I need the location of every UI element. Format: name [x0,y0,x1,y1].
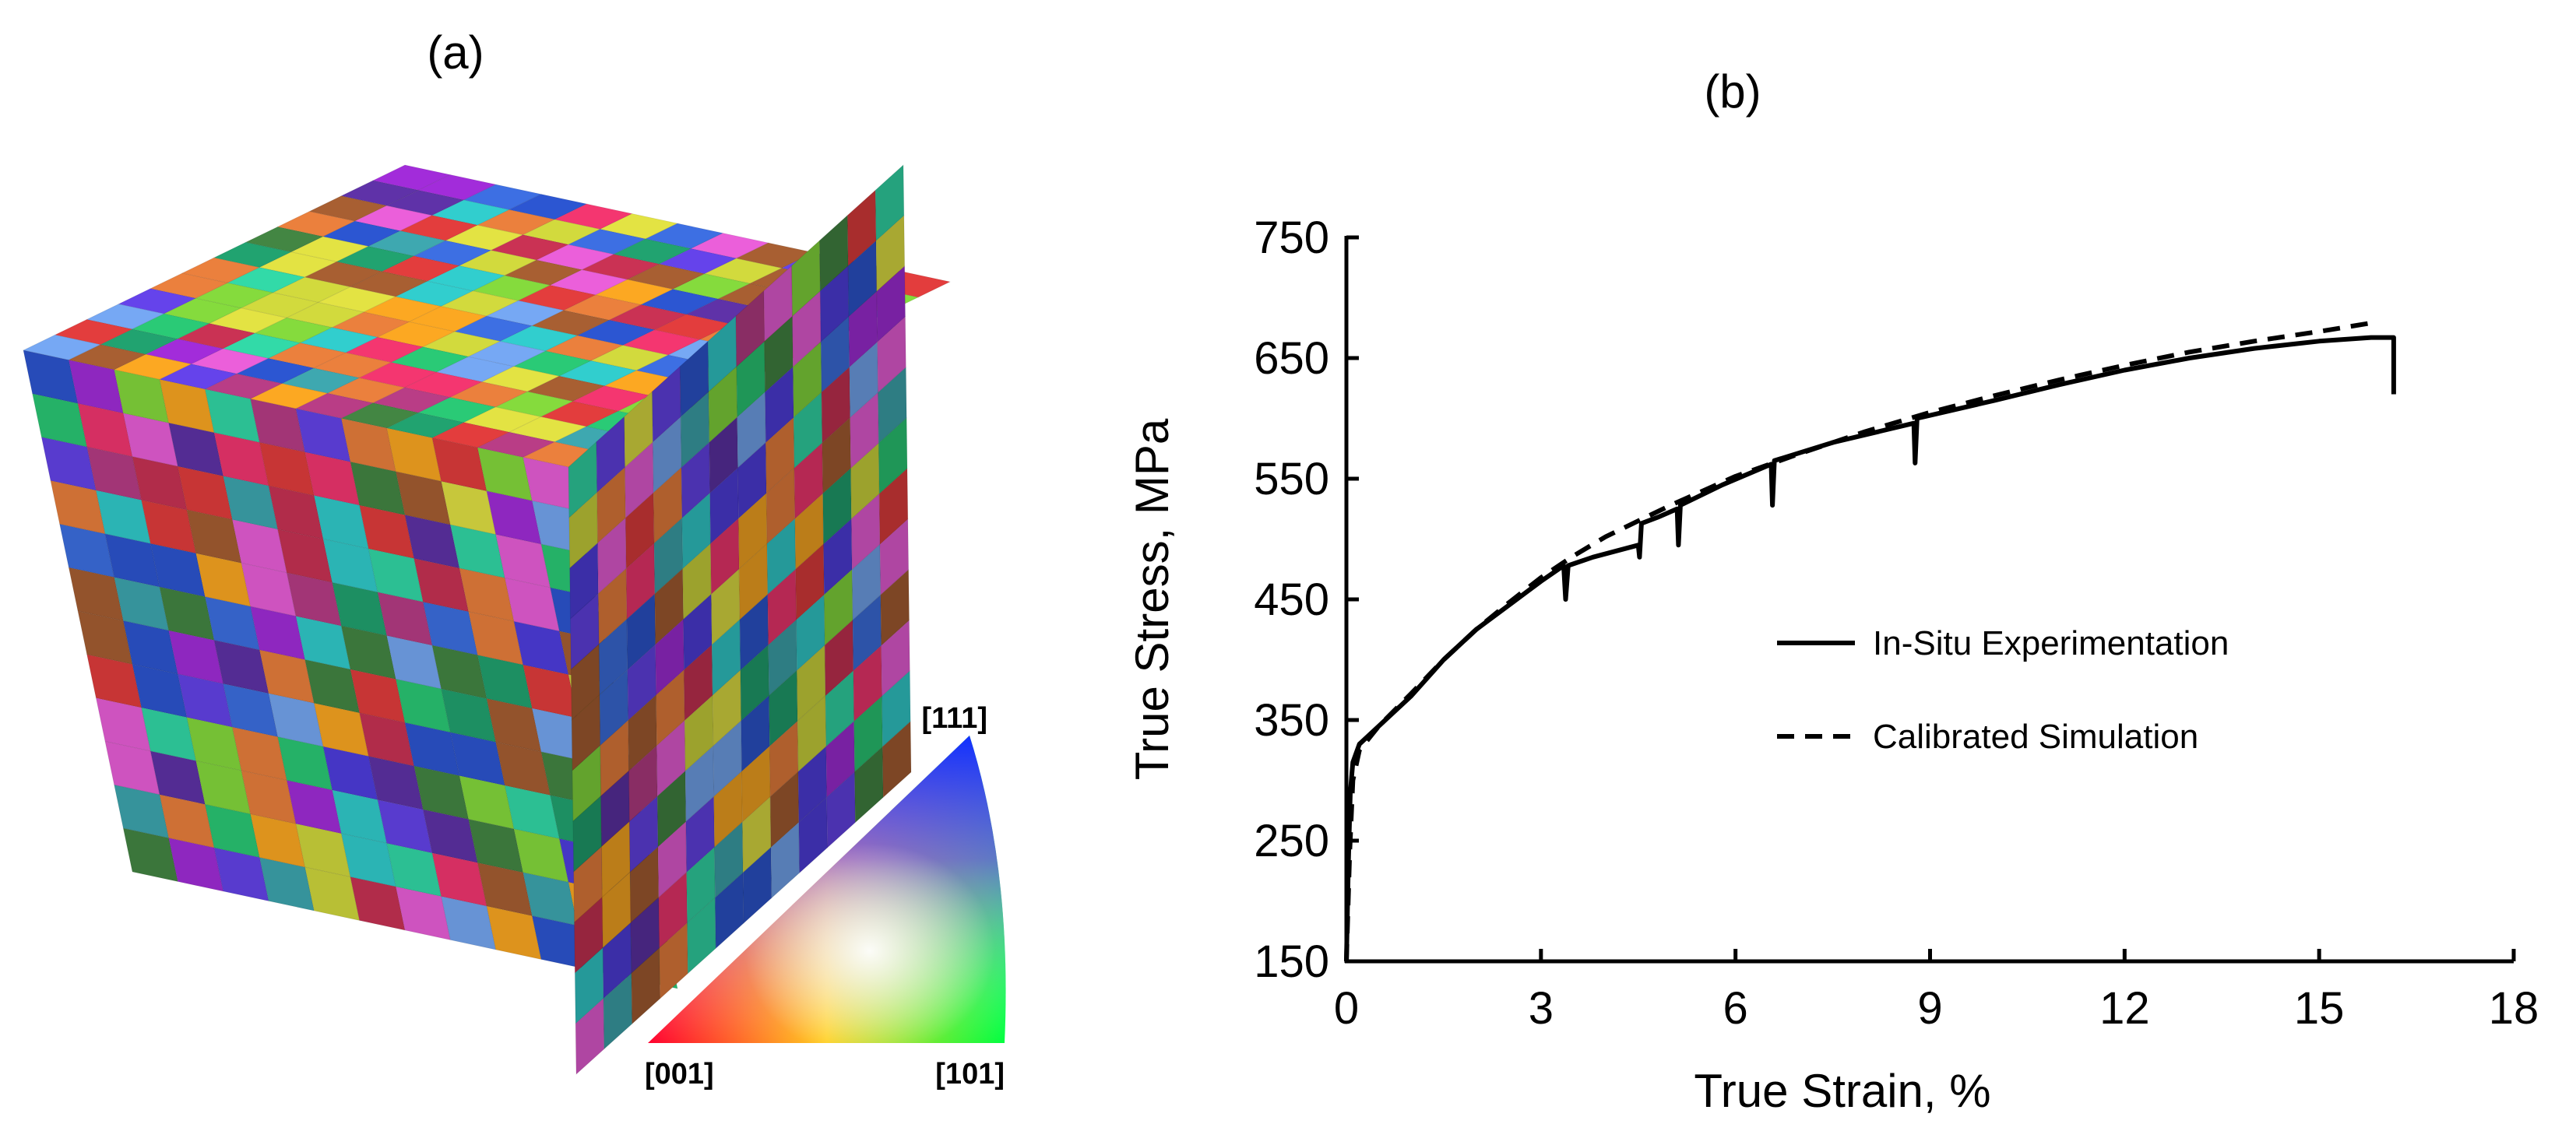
series-layer [1344,321,2396,962]
x-tick-label: 18 [2489,983,2539,1034]
ipf-label-101: [101] [935,1058,1005,1091]
y-tick-label: 250 [1254,816,1329,866]
y-ticks: 150 250 350 450 550 650 750 [1254,213,1359,987]
series-line-simulation [1344,321,2372,962]
y-tick-label: 350 [1254,695,1329,746]
y-tick-label: 750 [1254,213,1329,263]
y-tick-label: 150 [1254,936,1329,987]
y-tick-label: 450 [1254,574,1329,625]
x-tick-label: 6 [1723,983,1748,1034]
x-tick-label: 0 [1334,983,1359,1034]
panel-b-label: (b) [1704,65,1761,118]
ipf-color-key: [001] [101] [111] [645,702,1006,1091]
x-tick-label: 12 [2099,983,2150,1034]
ipf-label-001: [001] [645,1058,714,1091]
cube-right-voxel [882,720,912,799]
stress-strain-chart: 0 3 6 9 12 15 18 150 250 350 450 550 650 750 True St… [1126,213,2539,1117]
x-ticks: 0 3 6 9 12 15 18 [1334,949,2539,1034]
y-axis-title: True Stress, MPa [1126,418,1178,780]
ipf-label-111: [111] [921,702,987,735]
y-tick-label: 650 [1254,333,1329,384]
microstructure-cube [22,163,952,1076]
legend-label-experiment: In-Situ Experimentation [1873,624,2229,662]
legend: In-Situ Experimentation Calibrated Simul… [1777,624,2229,756]
ipf-triangle-center [648,736,1006,1043]
x-tick-label: 9 [1917,983,1942,1034]
legend-label-simulation: Calibrated Simulation [1873,718,2198,756]
x-tick-label: 15 [2294,983,2345,1034]
panel-a-label: (a) [427,26,484,79]
x-axis-title: True Strain, % [1694,1065,1990,1117]
cube-right-face [568,163,912,1076]
y-tick-label: 550 [1254,454,1329,504]
x-tick-label: 3 [1529,983,1554,1034]
